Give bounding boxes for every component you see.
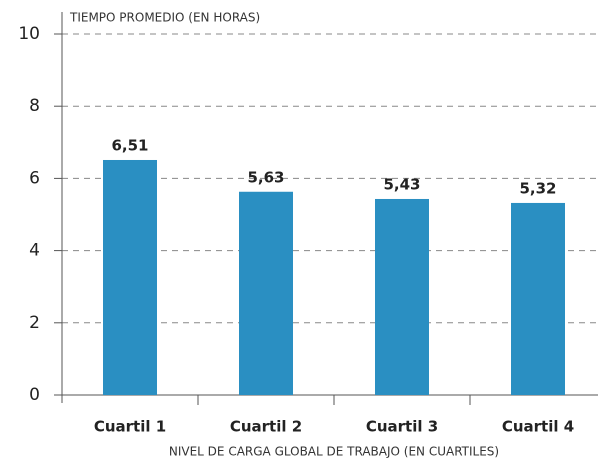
x-axis-title: NIVEL DE CARGA GLOBAL DE TRABAJO (EN CUA… bbox=[169, 445, 499, 459]
bar bbox=[239, 191, 293, 395]
y-tick-label: 2 bbox=[29, 313, 40, 333]
x-tick-label: Cuartil 3 bbox=[366, 418, 438, 436]
data-label: 5,63 bbox=[247, 168, 284, 186]
x-tick-label: Cuartil 2 bbox=[230, 418, 302, 436]
x-tick-label: Cuartil 4 bbox=[502, 418, 574, 436]
y-tick-label: 0 bbox=[29, 385, 40, 405]
data-label: 5,32 bbox=[519, 179, 556, 197]
y-tick-label: 4 bbox=[29, 241, 40, 261]
data-label: 6,51 bbox=[111, 136, 148, 154]
y-tick-label: 10 bbox=[18, 24, 40, 44]
bar bbox=[103, 159, 157, 395]
bar bbox=[511, 202, 565, 395]
y-tick-label: 8 bbox=[29, 96, 40, 116]
bar bbox=[375, 198, 429, 395]
y-axis-title: TIEMPO PROMEDIO (EN HORAS) bbox=[69, 11, 260, 25]
data-label: 5,43 bbox=[383, 175, 420, 193]
x-tick-label: Cuartil 1 bbox=[94, 418, 166, 436]
y-tick-label: 6 bbox=[29, 168, 40, 188]
